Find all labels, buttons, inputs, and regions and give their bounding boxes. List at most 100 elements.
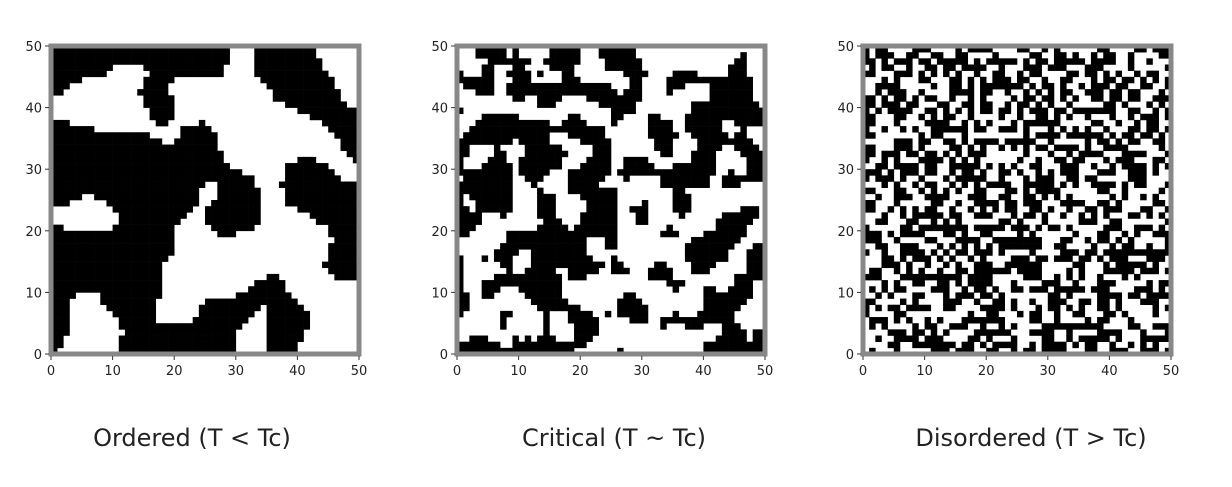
- spin-cell: [703, 76, 710, 84]
- spin-cell: [328, 101, 335, 108]
- spin-cell: [912, 46, 919, 53]
- spin-cell: [881, 156, 888, 164]
- spin-cell: [149, 267, 157, 275]
- spin-cell: [1017, 267, 1024, 275]
- spin-cell: [81, 255, 89, 262]
- spin-cell: [703, 144, 710, 152]
- spin-cell: [604, 218, 612, 225]
- spin-cell: [1152, 156, 1159, 164]
- spin-cell: [1164, 76, 1172, 84]
- spin-cell: [561, 304, 569, 312]
- spin-cell: [137, 144, 144, 152]
- spin-cell: [684, 200, 692, 207]
- spin-cell: [57, 243, 64, 250]
- spin-cell: [943, 298, 950, 306]
- spin-cell: [303, 156, 311, 164]
- spin-cell: [315, 70, 323, 78]
- spin-cell: [1090, 132, 1098, 139]
- spin-cell: [205, 347, 212, 355]
- spin-cell: [291, 76, 298, 84]
- spin-cell: [1134, 138, 1141, 145]
- spin-cell: [1127, 113, 1135, 121]
- spin-cell: [1047, 335, 1055, 342]
- spin-cell: [334, 107, 341, 115]
- spin-cell: [740, 347, 747, 355]
- spin-cell: [75, 64, 83, 71]
- spin-cell: [186, 169, 193, 176]
- spin-cell: [63, 46, 70, 53]
- spin-cell: [617, 95, 624, 102]
- spin-cell: [309, 70, 317, 78]
- spin-cell: [1023, 58, 1030, 65]
- spin-cell: [143, 132, 150, 139]
- spin-cell: [493, 175, 501, 182]
- spin-cell: [1152, 323, 1159, 330]
- spin-cell: [1078, 304, 1086, 312]
- spin-cell: [106, 243, 113, 250]
- spin-cell: [481, 76, 489, 84]
- spin-cell: [69, 144, 76, 152]
- spin-cell: [1140, 286, 1147, 293]
- spin-cell: [186, 126, 193, 133]
- spin-cell: [1029, 200, 1036, 207]
- spin-cell: [543, 193, 550, 201]
- spin-cell: [691, 181, 698, 188]
- spin-cell: [143, 323, 150, 330]
- spin-cell: [561, 150, 569, 158]
- spin-cell: [1134, 323, 1141, 330]
- spin-cell: [322, 187, 329, 195]
- spin-cell: [691, 261, 698, 269]
- spin-cell: [1164, 64, 1172, 71]
- spin-cell: [623, 52, 630, 59]
- spin-cell: [124, 298, 132, 306]
- spin-cell: [457, 181, 464, 188]
- spin-cell: [709, 101, 717, 108]
- spin-cell: [192, 347, 200, 355]
- spin-cell: [918, 224, 925, 232]
- spin-cell: [322, 82, 329, 90]
- spin-cell: [143, 187, 150, 195]
- spin-cell: [1041, 46, 1049, 53]
- spin-cell: [992, 286, 999, 293]
- spin-cell: [278, 58, 286, 65]
- spin-cell: [549, 46, 556, 53]
- spin-cell: [617, 310, 624, 318]
- spin-cell: [1127, 267, 1135, 275]
- spin-cell: [899, 243, 907, 250]
- spin-cell: [715, 119, 723, 127]
- spin-cell: [592, 200, 599, 207]
- spin-cell: [1023, 224, 1030, 232]
- spin-cell: [131, 273, 138, 281]
- spin-cell: [124, 150, 132, 158]
- spin-cell: [1053, 286, 1061, 293]
- spin-cell: [887, 107, 895, 115]
- spin-cell: [278, 323, 286, 330]
- spin-cell: [266, 46, 274, 53]
- spin-cell: [1004, 243, 1012, 250]
- spin-cell: [124, 230, 132, 238]
- spin-cell: [143, 255, 150, 262]
- spin-cell: [691, 107, 698, 115]
- spin-cell: [229, 310, 237, 318]
- spin-cell: [537, 126, 544, 133]
- spin-cell: [100, 267, 107, 275]
- spin-cell: [992, 52, 999, 59]
- spin-cell: [955, 82, 962, 90]
- spin-cell: [598, 156, 606, 164]
- spin-cell: [512, 113, 519, 121]
- spin-cell: [715, 335, 723, 342]
- spin-cell: [1004, 187, 1012, 195]
- spin-cell: [137, 267, 144, 275]
- spin-cell: [943, 292, 950, 299]
- spin-cell: [131, 46, 138, 53]
- x-tick-label: 10: [104, 364, 121, 379]
- y-tick-label: 0: [440, 348, 448, 363]
- spin-cell: [1134, 70, 1141, 78]
- spin-cell: [666, 175, 673, 182]
- spin-cell: [1140, 224, 1147, 232]
- spin-cell: [223, 310, 230, 318]
- spin-cell: [463, 304, 470, 312]
- spin-cell: [1053, 156, 1061, 164]
- spin-cell: [57, 64, 64, 71]
- spin-cell: [1041, 218, 1049, 225]
